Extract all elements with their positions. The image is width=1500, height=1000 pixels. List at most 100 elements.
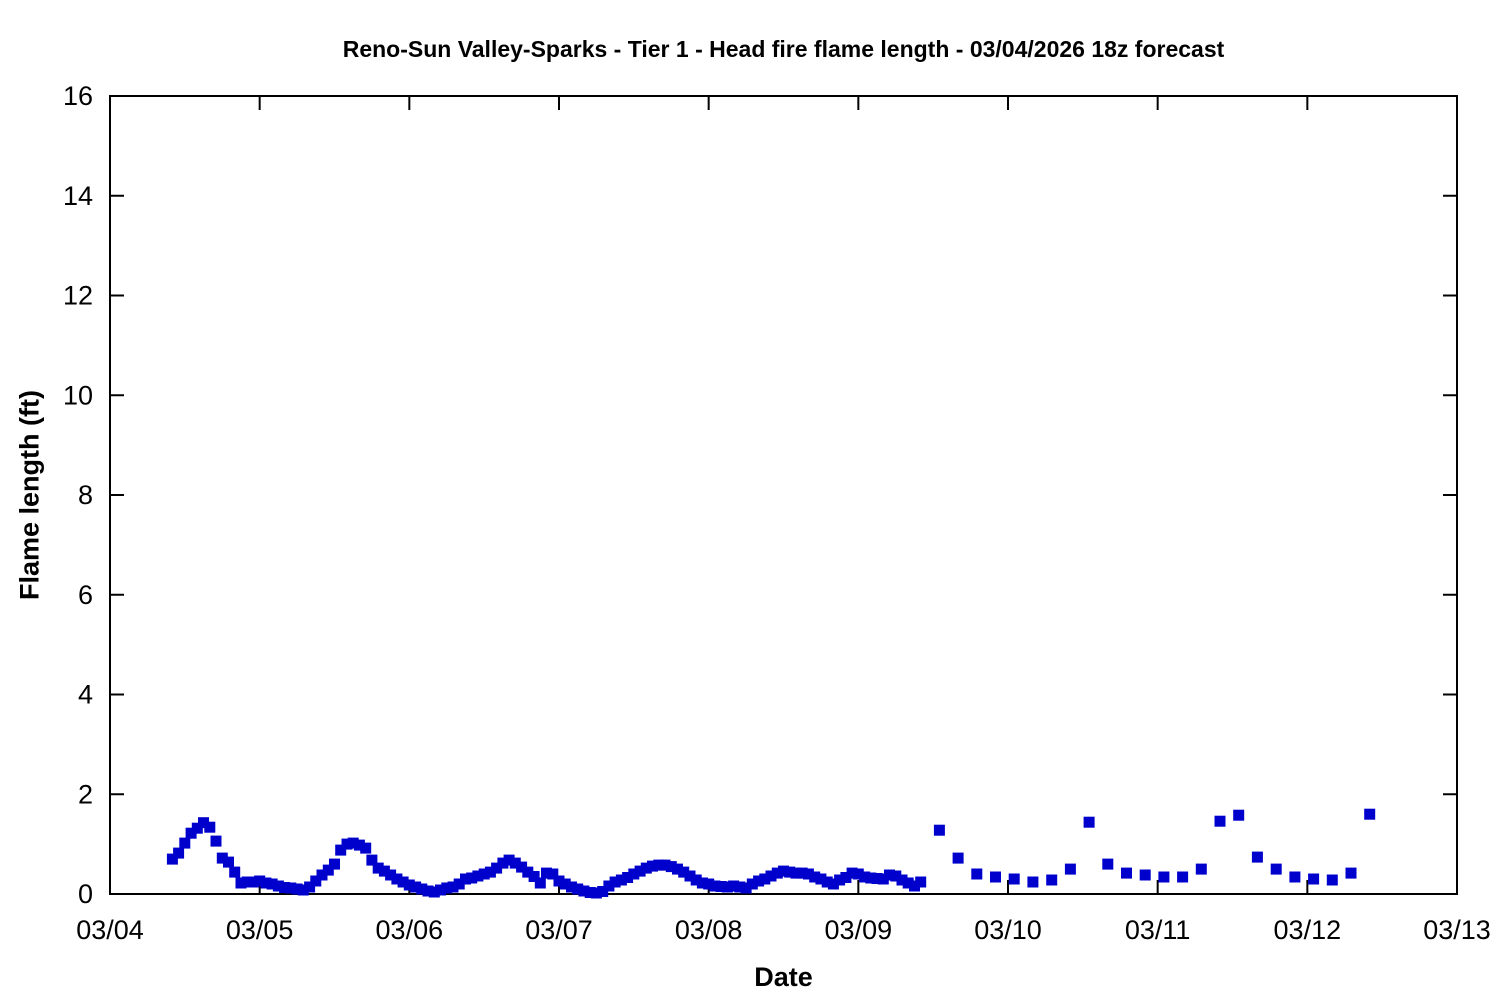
y-axis-tick-label: 0 <box>78 879 93 909</box>
data-point <box>347 837 359 849</box>
x-axis-title: Date <box>754 962 813 992</box>
data-point <box>329 858 340 870</box>
x-axis-tick-label: 03/08 <box>675 915 743 945</box>
data-point <box>684 870 696 882</box>
data-point <box>522 866 534 878</box>
data-point <box>802 868 814 880</box>
data-point <box>1177 871 1189 883</box>
data-point <box>397 876 409 888</box>
data-point <box>703 878 715 890</box>
data-point <box>428 886 440 898</box>
data-point <box>1251 851 1263 863</box>
data-point <box>235 877 247 889</box>
data-point <box>378 865 390 877</box>
data-point <box>572 883 584 895</box>
data-point <box>1027 876 1039 888</box>
data-point <box>609 876 621 888</box>
data-point <box>696 877 708 889</box>
data-point <box>852 868 864 880</box>
data-point <box>297 884 309 896</box>
data-point <box>254 875 266 887</box>
data-point <box>690 874 702 886</box>
data-point <box>216 852 228 864</box>
data-point <box>734 881 746 893</box>
data-point <box>460 873 471 885</box>
data-point <box>821 876 833 888</box>
data-point <box>353 839 365 851</box>
data-point <box>890 870 902 882</box>
data-point <box>497 857 509 869</box>
data-point <box>1364 808 1376 820</box>
data-point <box>902 877 914 889</box>
y-axis-tick-label: 14 <box>63 181 93 211</box>
data-point <box>709 880 721 892</box>
data-point <box>341 838 353 850</box>
data-point <box>1102 858 1114 870</box>
data-point <box>952 852 964 864</box>
data-point <box>1064 863 1076 875</box>
data-point <box>834 874 846 886</box>
x-axis-tick-label: 03/10 <box>974 915 1042 945</box>
y-axis-tick-label: 2 <box>78 779 93 809</box>
data-point <box>597 886 609 897</box>
data-point <box>453 878 465 890</box>
y-axis-title: Flame length (ft) <box>14 390 45 600</box>
data-point <box>478 868 490 880</box>
data-point <box>204 821 216 833</box>
data-point <box>578 885 590 897</box>
data-point <box>266 878 278 890</box>
x-axis-tick-label: 03/07 <box>525 915 593 945</box>
data-point <box>223 856 234 868</box>
data-point <box>659 859 671 871</box>
data-point <box>1289 871 1301 883</box>
data-point <box>728 880 740 892</box>
data-point <box>871 873 883 884</box>
data-point <box>784 866 796 878</box>
data-point <box>1008 873 1020 885</box>
data-point <box>647 860 658 872</box>
data-point <box>915 876 927 888</box>
data-point <box>771 867 783 879</box>
data-point <box>653 859 665 871</box>
data-point <box>247 876 259 888</box>
y-axis-tick-label: 10 <box>63 380 93 410</box>
data-point <box>441 882 453 894</box>
data-point <box>316 869 328 881</box>
data-point <box>672 863 683 875</box>
data-point <box>765 870 777 882</box>
data-point <box>360 842 372 854</box>
data-point <box>640 862 652 874</box>
data-point <box>260 877 272 889</box>
data-point <box>740 882 752 894</box>
y-axis-tick-label: 6 <box>78 580 93 610</box>
data-point <box>840 872 852 883</box>
x-axis-tick-label: 03/13 <box>1423 915 1491 945</box>
data-point <box>1083 816 1095 828</box>
data-point <box>335 844 347 856</box>
x-axis-tick-label: 03/11 <box>1125 915 1191 945</box>
data-point <box>472 870 484 882</box>
y-axis-tick-label: 8 <box>78 480 93 510</box>
data-point <box>547 868 559 880</box>
data-point <box>590 887 602 899</box>
data-point <box>534 877 546 889</box>
x-axis-tick-label: 03/09 <box>825 915 893 945</box>
data-point <box>422 885 434 897</box>
data-point <box>809 871 821 883</box>
data-point <box>877 873 889 885</box>
data-point <box>896 874 908 886</box>
plot-frame <box>109 95 1458 895</box>
data-point <box>971 868 983 880</box>
data-point <box>279 882 291 893</box>
data-point <box>778 865 789 877</box>
data-point <box>603 880 615 892</box>
data-point <box>229 866 241 878</box>
data-point <box>210 835 222 847</box>
data-point <box>503 854 515 866</box>
data-point <box>366 854 378 866</box>
data-point <box>1326 874 1338 886</box>
data-point <box>484 866 496 878</box>
data-point <box>1121 867 1132 879</box>
